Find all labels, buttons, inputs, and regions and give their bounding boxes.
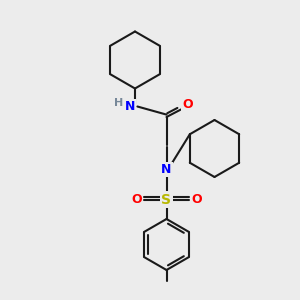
- Text: N: N: [161, 163, 172, 176]
- Text: H: H: [114, 98, 123, 109]
- Text: N: N: [124, 100, 135, 113]
- Text: O: O: [182, 98, 193, 111]
- Text: S: S: [161, 193, 172, 206]
- Text: O: O: [131, 193, 142, 206]
- Text: O: O: [191, 193, 202, 206]
